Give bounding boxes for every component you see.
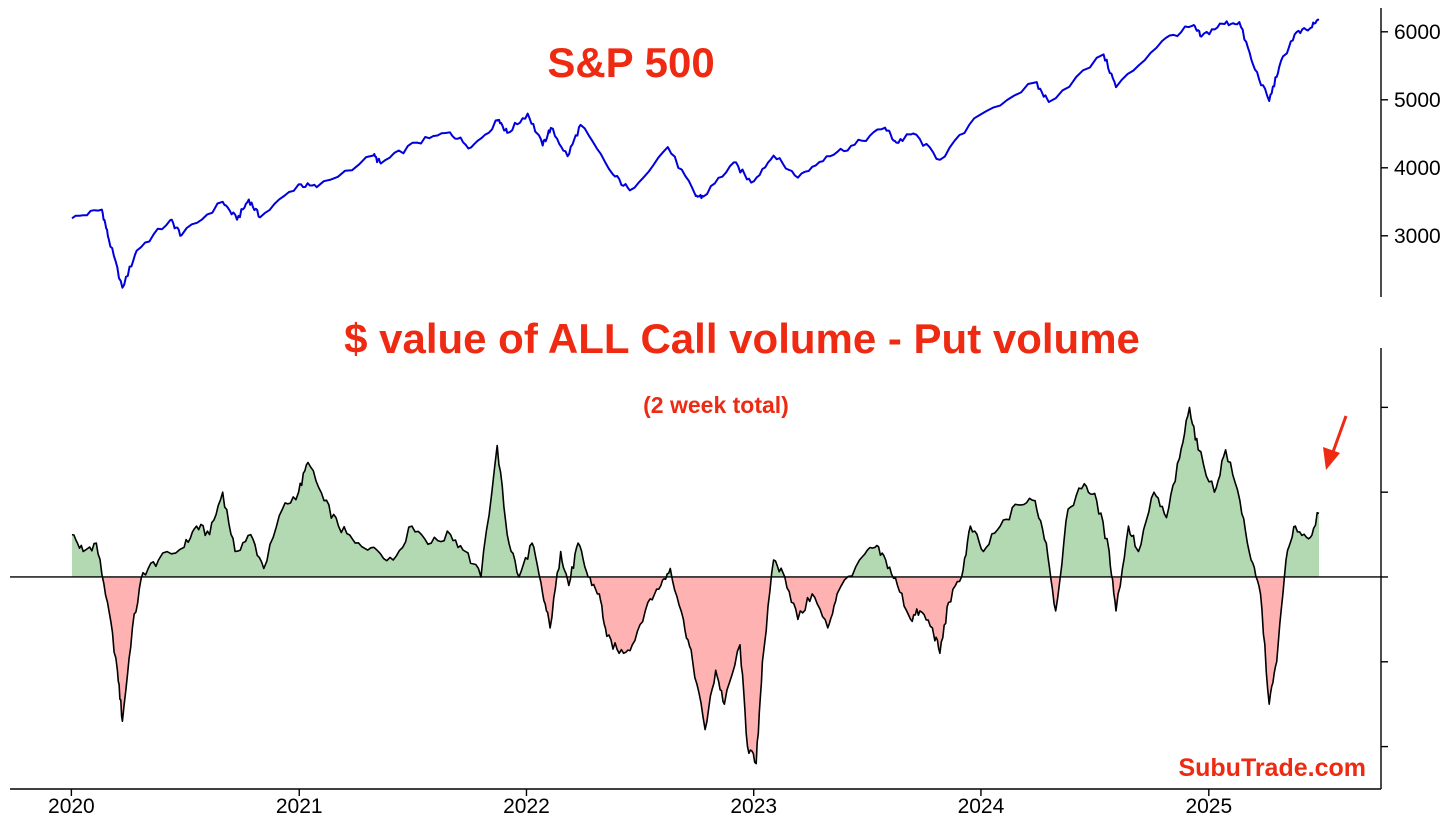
sp500-series-line — [71, 18, 1320, 289]
sp500-panel: 3000 4000 5000 6000 S&P 500 — [71, 8, 1441, 297]
sp500-y-tick-label: 4000 — [1394, 157, 1441, 180]
negative-area-fill — [102, 577, 142, 722]
sp500-y-ticks: 3000 4000 5000 6000 — [1381, 21, 1441, 248]
x-tick-label: 2025 — [1185, 795, 1232, 818]
positive-area-fill — [141, 445, 540, 577]
negative-area-fill — [588, 577, 667, 654]
positive-area-fill — [847, 545, 893, 577]
positive-area-fill — [1060, 483, 1112, 577]
negative-area-fill — [1111, 577, 1122, 611]
negative-area-fill — [1050, 577, 1061, 611]
sp500-y-tick-label: 3000 — [1394, 225, 1441, 248]
red-arrow-annotation — [1323, 415, 1348, 470]
x-tick-label: 2022 — [503, 795, 550, 818]
arrow-head — [1323, 447, 1340, 470]
subutrade-watermark: SubuTrade.com — [1178, 754, 1366, 782]
call-put-area-fills — [72, 407, 1319, 764]
positive-area-fill — [1121, 407, 1257, 577]
negative-area-fill — [671, 577, 772, 764]
sp500-chart-title: S&P 500 — [547, 39, 714, 86]
positive-area-fill — [961, 498, 1051, 577]
x-tick-label: 2023 — [730, 795, 777, 818]
call-put-panel: 2020 2021 2022 2023 2024 2025 $ value of ALL … — [10, 315, 1388, 818]
negative-area-fill — [1256, 577, 1285, 705]
x-tick-label: 2021 — [276, 795, 323, 818]
negative-area-fill — [539, 577, 557, 628]
sp500-y-tick-label: 5000 — [1394, 89, 1441, 112]
x-tick-label: 2024 — [958, 795, 1005, 818]
positive-area-fill — [72, 534, 103, 577]
positive-area-fill — [1284, 512, 1319, 577]
x-axis-ticks: 2020 2021 2022 2023 2024 2025 — [48, 789, 1232, 818]
positive-area-fill — [570, 543, 589, 577]
call-put-chart-subtitle: (2 week total) — [643, 392, 789, 418]
x-tick-label: 2020 — [48, 795, 95, 818]
negative-area-fill — [892, 577, 962, 654]
call-put-series-line — [71, 406, 1320, 765]
call-put-y-ticks — [1381, 406, 1388, 748]
arrow-shaft — [1331, 415, 1348, 453]
call-put-chart-title: $ value of ALL Call volume - Put volume — [344, 315, 1140, 362]
sp500-y-tick-label: 6000 — [1394, 21, 1441, 44]
